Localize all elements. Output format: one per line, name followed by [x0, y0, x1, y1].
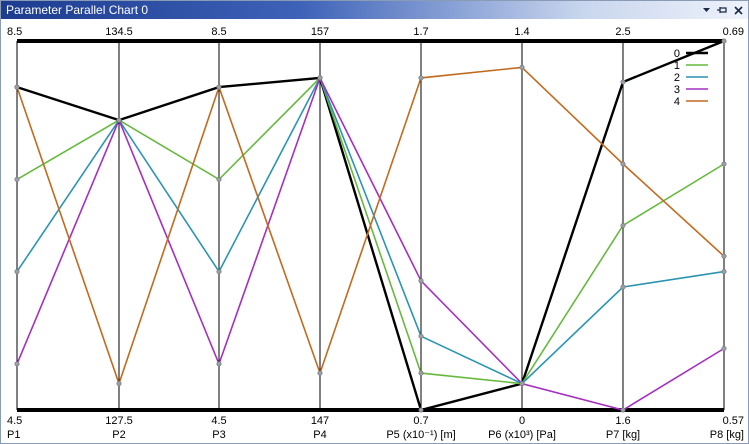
- axis-name-label: P3: [212, 429, 225, 441]
- series-point: [721, 161, 727, 167]
- legend-label: 2: [674, 72, 680, 84]
- series-line[interactable]: [16, 76, 725, 385]
- series-point: [317, 75, 323, 81]
- axis-min-label: 147: [311, 415, 329, 427]
- series-point: [519, 381, 525, 387]
- legend-label: 3: [674, 84, 680, 96]
- window-controls: [700, 2, 744, 18]
- series-point: [418, 75, 424, 81]
- close-icon[interactable]: [732, 3, 744, 17]
- axis-max-label: 1.4: [514, 26, 529, 38]
- series-point: [418, 407, 424, 413]
- axis-min-label: 1.6: [615, 415, 630, 427]
- series-point: [418, 278, 424, 284]
- series-point: [216, 84, 222, 90]
- series-point: [317, 370, 323, 376]
- axis-name-label: P7 [kg]: [606, 429, 640, 441]
- legend-label: 0: [674, 48, 680, 60]
- axis-name-label: P5 (x10⁻¹) [m]: [386, 429, 455, 441]
- series-point: [721, 345, 727, 351]
- series-point: [216, 361, 222, 367]
- window-title: Parameter Parallel Chart 0: [6, 3, 149, 17]
- axis-name-label: P8 [kg]: [710, 429, 744, 441]
- axis-name-label: P2: [112, 429, 125, 441]
- series-point: [14, 84, 20, 90]
- parallel-chart: 8.5 4.5 P1 134.5 127.5 P2 8.5 4.5 P3 157 147 P4 1.7 0…: [7, 26, 744, 441]
- axis-name-label: P6 (x10³) [Pa]: [488, 429, 556, 441]
- series-point: [620, 284, 626, 290]
- series-point: [216, 269, 222, 275]
- axis-max-label: 8.5: [7, 26, 22, 38]
- series-line[interactable]: [16, 75, 725, 385]
- axis-max-label: 134.5: [105, 26, 133, 38]
- title-bar[interactable]: Parameter Parallel Chart 0: [1, 1, 748, 19]
- axis-min-label: 4.5: [7, 415, 22, 427]
- legend-label: 1: [674, 60, 680, 72]
- axis-max-label: 8.5: [211, 26, 226, 38]
- axis-name-label: P4: [313, 429, 326, 441]
- series-point: [418, 370, 424, 376]
- axis-max-label: 0.69: [723, 26, 744, 38]
- axis-name-label: P1: [7, 429, 20, 441]
- series-point: [620, 161, 626, 167]
- series-point: [216, 176, 222, 182]
- series-point: [721, 253, 727, 259]
- series-point: [116, 117, 122, 123]
- axis-max-label: 2.5: [615, 26, 630, 38]
- series-point: [620, 223, 626, 229]
- legend-label: 4: [674, 96, 680, 108]
- pin-icon[interactable]: [716, 3, 728, 17]
- series-point: [14, 361, 20, 367]
- series-point: [721, 269, 727, 275]
- axis-min-label: 0.57: [723, 415, 744, 427]
- axis-max-label: 157: [311, 26, 329, 38]
- series-point: [721, 38, 727, 44]
- axis-min-label: 127.5: [105, 415, 133, 427]
- series-line[interactable]: [16, 39, 725, 412]
- axis-min-label: 4.5: [211, 415, 226, 427]
- axis-max-label: 1.7: [413, 26, 428, 38]
- series-point: [14, 269, 20, 275]
- axis-min-label: 0.7: [413, 415, 428, 427]
- axis-min-label: 0: [519, 415, 525, 427]
- chevron-down-icon[interactable]: [700, 3, 712, 17]
- series-line[interactable]: [16, 66, 725, 387]
- series-point: [620, 79, 626, 85]
- series-point: [620, 407, 626, 413]
- series-line[interactable]: [16, 75, 725, 411]
- series-point: [116, 381, 122, 387]
- series-point: [519, 64, 525, 70]
- series-point: [418, 333, 424, 339]
- series-point: [14, 176, 20, 182]
